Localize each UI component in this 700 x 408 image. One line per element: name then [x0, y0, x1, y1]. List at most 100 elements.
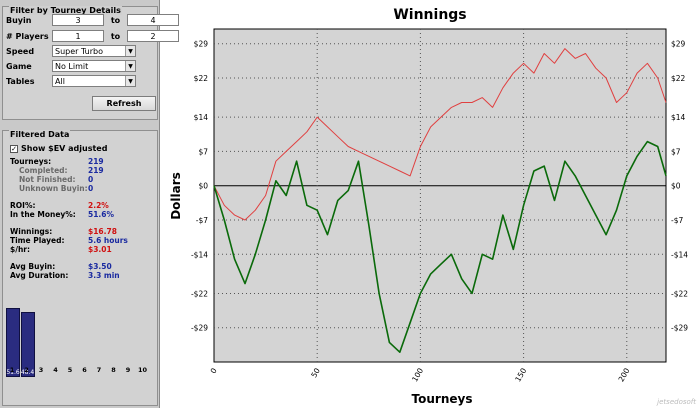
players-to-input[interactable]: 2: [127, 30, 179, 42]
buyin-from-input[interactable]: 3: [52, 14, 104, 26]
stat-value: 3.3 min: [88, 271, 120, 280]
y-tick-label-right: $14: [671, 113, 686, 122]
y-tick-label: $7: [198, 147, 208, 156]
stat-time-played: Time Played: 5.6 hours: [10, 236, 128, 245]
stat-label: In the Money%:: [10, 210, 76, 219]
players-to-label: to: [110, 31, 121, 41]
speed-row: Speed Super Turbo ▼: [6, 44, 136, 58]
chevron-down-icon[interactable]: ▼: [125, 76, 135, 86]
refresh-button[interactable]: Refresh: [92, 96, 156, 111]
stat-value: $16.78: [88, 227, 117, 236]
players-row: # Players 1 to 2: [6, 29, 179, 43]
stat-per-hour: $/hr: $3.01: [10, 245, 112, 254]
finish-bar-2: [20, 312, 35, 377]
finish-tick-label: 2: [24, 366, 29, 374]
x-tick-label: 0: [209, 366, 219, 375]
x-tick-label: 150: [513, 366, 528, 383]
stat-value: 0: [88, 184, 94, 193]
stat-value: $3.50: [88, 262, 112, 271]
buyin-to-label: to: [110, 15, 121, 25]
stat-winnings: Winnings: $16.78: [10, 227, 117, 236]
y-tick-label: -$22: [191, 289, 208, 298]
y-tick-label-right: -$7: [671, 216, 683, 225]
stat-label: Unknown Buyin:: [19, 184, 88, 193]
speed-value: Super Turbo: [55, 46, 103, 56]
finish-tick-label: 10: [137, 366, 148, 374]
y-tick-label: $29: [194, 40, 209, 49]
tables-row: Tables All ▼: [6, 74, 136, 88]
finish-tick-label: 6: [82, 366, 87, 374]
stat-label: Time Played:: [10, 236, 65, 245]
checkbox-icon[interactable]: ✓: [10, 144, 18, 153]
series-line-actual: [213, 140, 667, 354]
finish-tick-label: 3: [38, 366, 44, 374]
show-sev-label: Show $EV adjusted: [21, 144, 108, 153]
y-tick-label-right: -$22: [671, 289, 688, 298]
chevron-down-icon[interactable]: ▼: [125, 46, 135, 56]
tables-label: Tables: [6, 76, 35, 86]
filter-panel: Filter by Tourney Details Buyin 3 to 4 #…: [0, 0, 179, 408]
stat-value: 51.6%: [88, 210, 115, 219]
stat-label: ROI%:: [10, 201, 36, 210]
stat-value: 0: [88, 175, 94, 184]
stat-label: Tourneys:: [10, 157, 52, 166]
stat-unknown-buyin: Unknown Buyin: 0: [19, 184, 93, 193]
winnings-chart-svg: Winnings Tourneys Dollars jetsedosoft $2…: [169, 7, 696, 406]
x-tick-label: 200: [617, 366, 632, 383]
x-axis-label: Tourneys: [412, 392, 473, 406]
y-tick-label: $14: [194, 113, 209, 122]
buyin-to-input[interactable]: 4: [127, 14, 179, 26]
chart-title: Winnings: [393, 7, 466, 23]
game-select[interactable]: No Limit ▼: [52, 60, 136, 72]
game-label: Game: [6, 61, 32, 71]
finish-position-chart: 51.6 48.4: [3, 283, 157, 377]
buyin-row: Buyin 3 to 4: [6, 13, 179, 27]
y-tick-label-right: $29: [671, 40, 686, 49]
y-tick-label: $0: [198, 182, 208, 191]
chevron-down-icon[interactable]: ▼: [125, 61, 135, 71]
show-sev-checkbox-row[interactable]: ✓ Show $EV adjusted: [10, 144, 107, 153]
speed-label: Speed: [6, 46, 35, 56]
finish-tick-label: 5: [67, 366, 73, 374]
y-axis-label: Dollars: [169, 172, 183, 220]
finish-tick-label: 1: [9, 366, 15, 374]
players-label: # Players: [6, 31, 49, 41]
finish-bar-label: 51.6: [6, 369, 20, 376]
tables-select[interactable]: All ▼: [52, 75, 136, 87]
stat-label: Avg Duration:: [10, 271, 69, 280]
buyin-label: Buyin: [6, 15, 32, 25]
game-value: No Limit: [55, 61, 89, 71]
y-tick-label: -$7: [196, 216, 208, 225]
finish-tick-label: 7: [96, 366, 102, 374]
finish-tick-label: 4: [53, 366, 58, 374]
series-line-sev: [213, 48, 667, 221]
y-tick-label-right: $7: [671, 147, 681, 156]
stat-value: 219: [88, 166, 104, 175]
speed-select[interactable]: Super Turbo ▼: [52, 45, 136, 57]
y-tick-label-right: -$14: [671, 250, 688, 259]
stat-completed: Completed: 219: [19, 166, 104, 175]
plot-area: [213, 28, 667, 363]
y-tick-label-right: -$29: [671, 324, 688, 333]
stat-not-finished: Not Finished: 0: [19, 175, 93, 184]
y-tick-label-right: $0: [671, 182, 681, 191]
finish-bar-1: [6, 307, 20, 377]
stat-avg-duration: Avg Duration: 3.3 min: [10, 271, 120, 280]
y-tick-label: $22: [194, 74, 209, 83]
winnings-chart: Winnings Tourneys Dollars jetsedosoft $2…: [161, 0, 700, 408]
finish-tick-label: 8: [111, 366, 116, 374]
filtered-data-title: Filtered Data: [9, 130, 71, 139]
players-from-input[interactable]: 1: [52, 30, 104, 42]
stat-label: Not Finished:: [19, 175, 76, 184]
filter-group-title: Filter by Tourney Details: [9, 6, 122, 15]
stat-value: 219: [88, 157, 104, 166]
y-tick-label: -$29: [191, 324, 208, 333]
stat-label: Winnings:: [10, 227, 53, 236]
stat-label: $/hr:: [10, 245, 30, 254]
stat-label: Avg Buyin:: [10, 262, 56, 271]
finish-tick-label: 9: [125, 366, 131, 374]
game-row: Game No Limit ▼: [6, 59, 136, 73]
tables-value: All: [55, 76, 65, 86]
stat-tourneys: Tourneys: 219: [10, 157, 104, 166]
stat-itm: In the Money%: 51.6%: [10, 210, 114, 219]
